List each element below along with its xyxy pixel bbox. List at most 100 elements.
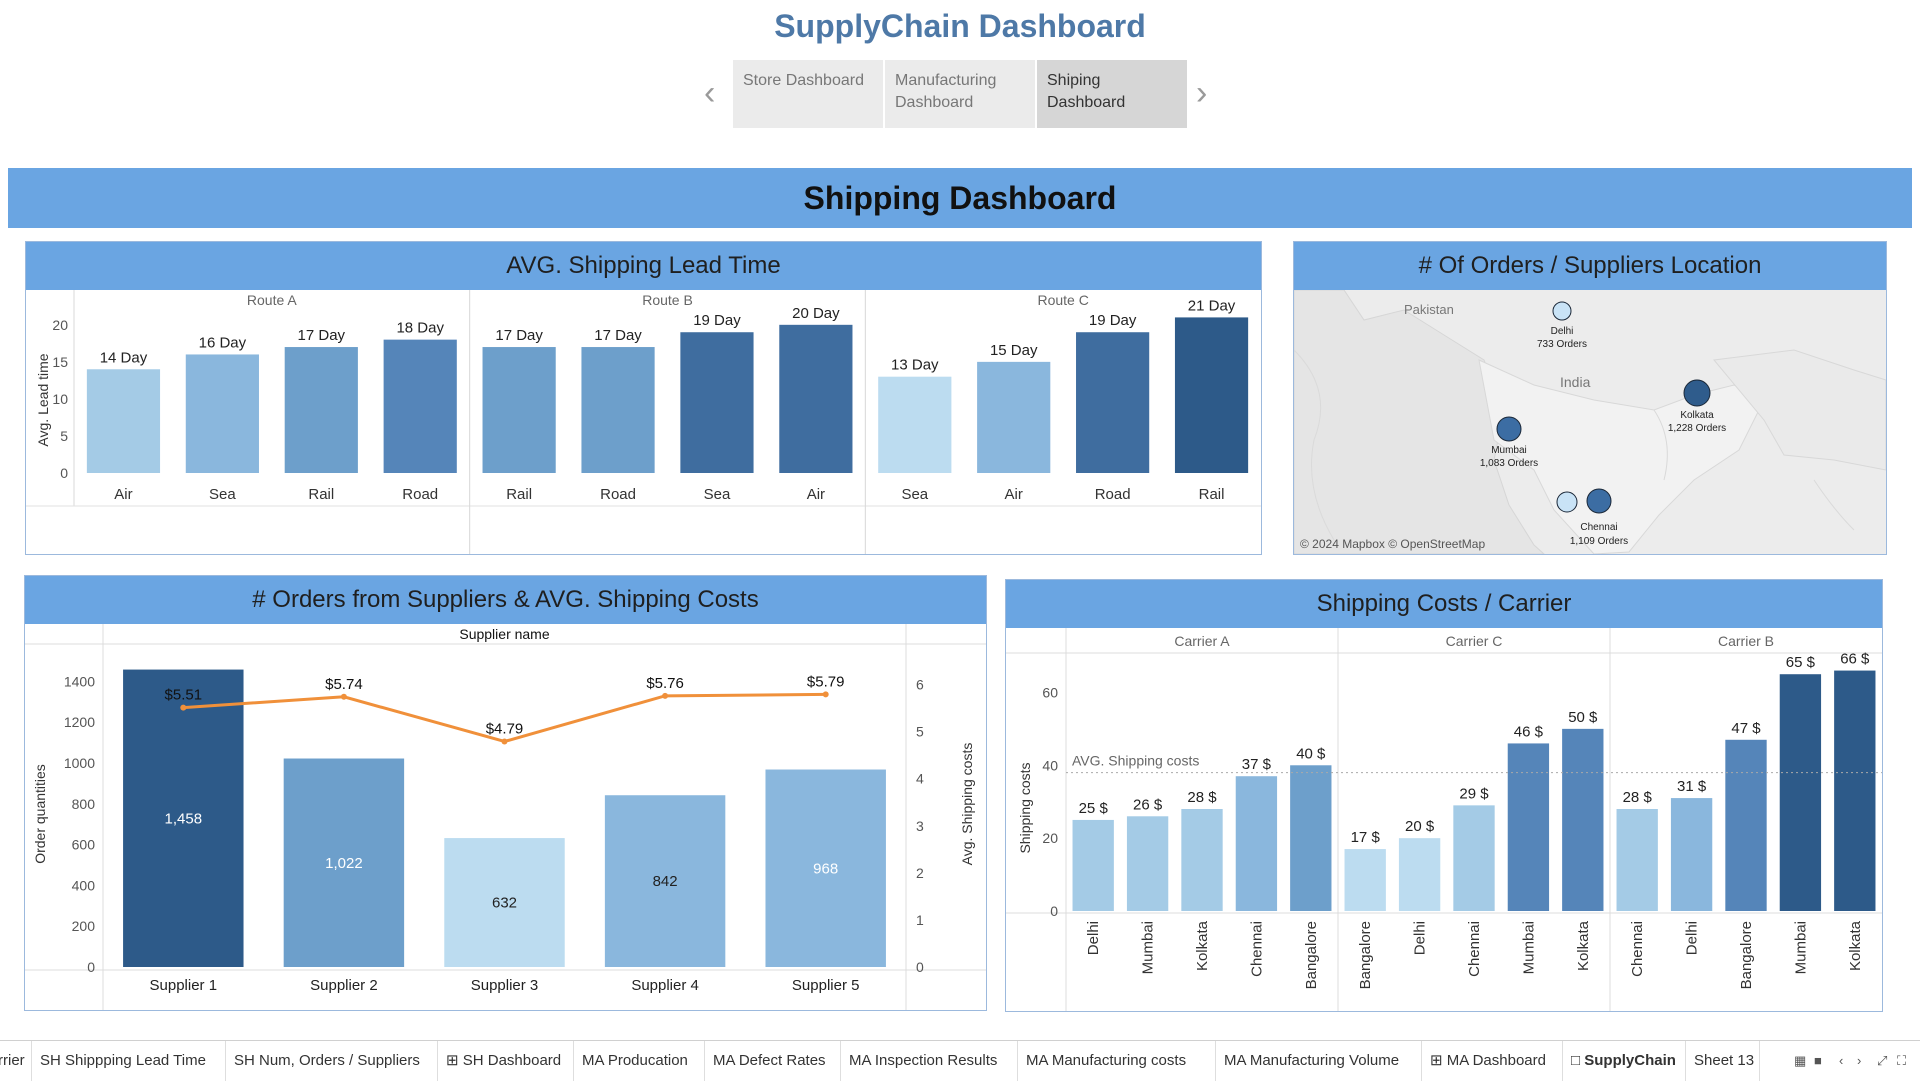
x-tick-label: Air bbox=[1005, 486, 1023, 503]
chevron-right-icon[interactable]: › bbox=[1196, 74, 1208, 112]
sheet-tab[interactable]: MA Defect Rates bbox=[705, 1041, 841, 1081]
map-marker-delhi[interactable]: Delhi 733 Orders bbox=[1537, 301, 1587, 350]
bar-value-label: 28 $ bbox=[1623, 789, 1653, 806]
carrier-cost-bar[interactable] bbox=[1779, 674, 1822, 911]
carrier-cost-bar[interactable] bbox=[1562, 728, 1604, 911]
lead-time-bar[interactable] bbox=[977, 361, 1051, 473]
x-tick-label: Sea bbox=[901, 486, 928, 503]
nav-tab-store-dashboard[interactable]: Store Dashboard bbox=[733, 60, 883, 128]
carrier-cost-bar[interactable] bbox=[1507, 743, 1550, 911]
y-left-tick-label: 400 bbox=[72, 877, 96, 893]
chevron-left-icon[interactable]: ‹ bbox=[704, 74, 716, 112]
bar-value-label: 65 $ bbox=[1786, 654, 1816, 671]
lead-time-bar[interactable] bbox=[86, 369, 161, 473]
cost-value-label: $5.76 bbox=[646, 675, 684, 692]
bar-value-label: 17 Day bbox=[594, 327, 642, 344]
route-header: Route C bbox=[1037, 292, 1088, 308]
x-tick-label: Delhi bbox=[1085, 921, 1102, 955]
route-header: Route B bbox=[642, 292, 693, 308]
carrier-cost-bar[interactable] bbox=[1126, 816, 1169, 911]
carrier-cost-bar[interactable] bbox=[1616, 809, 1658, 911]
sheet-tab[interactable]: MA Manufacturing Volume bbox=[1216, 1041, 1422, 1081]
lead-time-bar[interactable] bbox=[779, 324, 853, 473]
x-tick-label: Road bbox=[402, 486, 438, 503]
order-bar[interactable] bbox=[444, 838, 565, 967]
x-tick-label: Bangalore bbox=[1738, 921, 1755, 989]
sheet-tab[interactable]: ⊞ MA Dashboard bbox=[1422, 1041, 1563, 1081]
carrier-cost-bar[interactable] bbox=[1453, 805, 1495, 911]
avg-cost-point[interactable] bbox=[340, 693, 347, 700]
order-bar[interactable] bbox=[765, 769, 886, 967]
sheet-tab[interactable]: □ SupplyChain bbox=[1563, 1041, 1686, 1081]
carrier-cost-bar[interactable] bbox=[1344, 849, 1386, 911]
grid-view-icon[interactable]: ▦ bbox=[1794, 1053, 1807, 1068]
lead-time-bar[interactable] bbox=[1076, 332, 1150, 473]
sheet-tab[interactable]: SH Num, Orders / Suppliers bbox=[226, 1041, 438, 1081]
lead-time-bar[interactable] bbox=[1174, 317, 1249, 473]
lead-time-panel: AVG. Shipping Lead Time 0 5 10 15 20 Avg. Lea… bbox=[25, 241, 1262, 555]
sheet-tab[interactable]: ⊞ SH Dashboard bbox=[438, 1041, 574, 1081]
x-tick-label: Road bbox=[1095, 486, 1131, 503]
lead-time-bar[interactable] bbox=[581, 347, 655, 473]
x-tick-label: Delhi bbox=[1412, 921, 1429, 955]
carrier-title: Shipping Costs / Carrier bbox=[1006, 580, 1882, 628]
scroll-left-icon[interactable]: ‹ bbox=[1839, 1053, 1844, 1068]
avg-cost-point[interactable] bbox=[180, 704, 187, 711]
sheet-tab-label: MA Inspection Results bbox=[849, 1052, 998, 1069]
carrier-cost-bar[interactable] bbox=[1398, 838, 1441, 911]
grid-icon: ⊞ bbox=[1430, 1052, 1447, 1069]
x-axis-header: Supplier name bbox=[459, 626, 549, 642]
x-tick-label: Supplier 2 bbox=[310, 977, 378, 994]
bar-value-label: 20 Day bbox=[792, 305, 840, 322]
lead-time-bar[interactable] bbox=[482, 347, 556, 473]
scroll-right-icon[interactable]: › bbox=[1857, 1053, 1862, 1068]
fullscreen-icon[interactable]: ⛶ bbox=[1897, 1053, 1907, 1068]
sheet-tab-label: Sheet 13 bbox=[1694, 1052, 1755, 1069]
carrier-cost-bar[interactable] bbox=[1670, 798, 1713, 911]
bar-value-label: 28 $ bbox=[1187, 789, 1217, 806]
sheet-tab[interactable]: MA Inspection Results bbox=[841, 1041, 1018, 1081]
supplier-map[interactable]: Pakistan India Delhi 733 Orders Kolkata … bbox=[1294, 290, 1886, 554]
map-marker-bangalore[interactable] bbox=[1556, 491, 1578, 513]
lead-time-bar[interactable] bbox=[383, 339, 457, 473]
order-bar[interactable] bbox=[283, 758, 405, 967]
lead-time-bar[interactable] bbox=[284, 347, 358, 473]
sheet-tab[interactable]: rrier bbox=[0, 1041, 32, 1081]
bar-value-label: 18 Day bbox=[396, 320, 444, 337]
cost-value-label: $4.79 bbox=[486, 721, 524, 738]
nav-tab-shipping-dashboard[interactable]: Shiping Dashboard bbox=[1037, 60, 1187, 128]
order-bar[interactable] bbox=[604, 795, 726, 967]
nav-tab-manufacturing-dashboard[interactable]: Manufacturing Dashboard bbox=[885, 60, 1035, 128]
sheet-tab[interactable]: MA Producation bbox=[574, 1041, 705, 1081]
x-tick-label: Rail bbox=[1199, 486, 1225, 503]
carrier-cost-bar[interactable] bbox=[1072, 819, 1114, 911]
lead-time-bar[interactable] bbox=[680, 332, 754, 473]
avg-cost-point[interactable] bbox=[822, 691, 829, 698]
orders-panel: # Orders from Suppliers & AVG. Shipping … bbox=[24, 575, 987, 1011]
carrier-cost-bar[interactable] bbox=[1235, 776, 1278, 911]
map-marker-kolkata[interactable]: Kolkata 1,228 Orders bbox=[1668, 379, 1726, 434]
y-right-tick-label: 2 bbox=[916, 865, 924, 881]
orders-title: # Orders from Suppliers & AVG. Shipping … bbox=[25, 576, 986, 624]
sheet-tab[interactable]: Sheet 13 bbox=[1686, 1041, 1760, 1081]
carrier-cost-bar[interactable] bbox=[1725, 739, 1767, 911]
sheet-tab[interactable]: SH Shippping Lead Time bbox=[32, 1041, 226, 1081]
fit-icon[interactable]: ⤢ bbox=[1877, 1053, 1888, 1068]
x-tick-label: Road bbox=[600, 486, 636, 503]
sheet-tab[interactable]: MA Manufacturing costs bbox=[1018, 1041, 1216, 1081]
carrier-cost-bar[interactable] bbox=[1834, 670, 1876, 911]
carrier-cost-bar[interactable] bbox=[1290, 765, 1332, 911]
map-marker-city: Kolkata bbox=[1680, 410, 1714, 421]
order-bar[interactable] bbox=[123, 669, 244, 967]
avg-cost-point[interactable] bbox=[662, 692, 669, 699]
y-left-tick-label: 600 bbox=[72, 837, 96, 853]
carrier-cost-bar[interactable] bbox=[1181, 809, 1223, 911]
bar-value-label: 13 Day bbox=[891, 357, 939, 374]
list-view-icon[interactable]: ■ bbox=[1814, 1053, 1822, 1068]
avg-cost-point[interactable] bbox=[501, 738, 508, 745]
lead-time-bar[interactable] bbox=[878, 376, 952, 473]
bar-value-label: 14 Day bbox=[100, 349, 148, 366]
map-marker-mumbai[interactable]: Mumbai 1,083 Orders bbox=[1480, 416, 1538, 469]
lead-time-bar[interactable] bbox=[185, 354, 259, 473]
map-marker-chennai[interactable]: Chennai 1,109 Orders bbox=[1570, 488, 1628, 547]
